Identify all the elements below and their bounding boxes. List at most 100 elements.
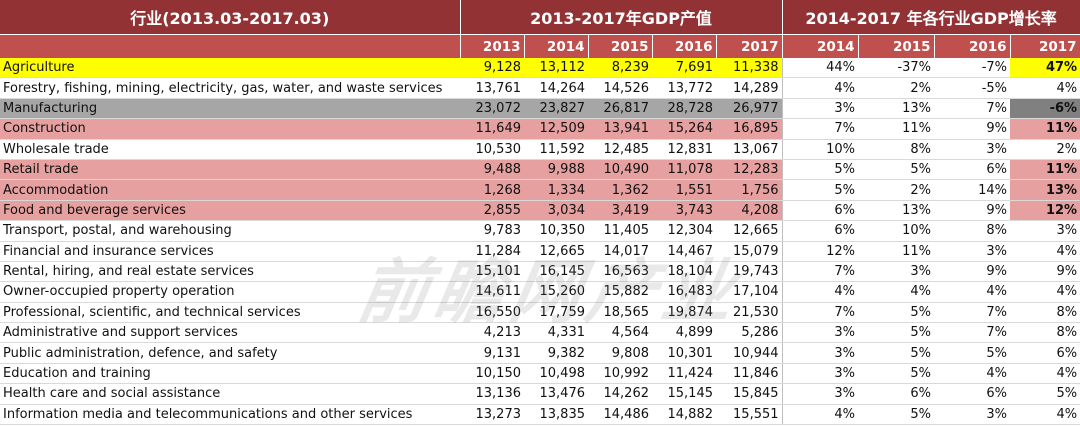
growth-rate-cell: 6% — [858, 383, 935, 405]
growth-rate-cell: 9% — [1010, 261, 1080, 283]
growth-rate-cell: 7% — [782, 118, 859, 140]
gdp-value-cell: 14,486 — [588, 404, 652, 426]
industry-name-cell: Manufacturing — [0, 98, 460, 120]
gdp-value-cell: 9,128 — [460, 58, 524, 79]
growth-rate-cell: 13% — [858, 98, 935, 120]
growth-rate-cell: 44% — [782, 58, 859, 79]
table-row: Manufacturing 23,072 23,827 26,817 28,728 26,… — [0, 98, 1080, 120]
gdp-value-cell: 12,304 — [652, 220, 716, 242]
gdp-value-cell: 10,530 — [460, 139, 524, 160]
gdp-value-cell: 23,827 — [524, 98, 588, 120]
growth-rate-cell: 11% — [858, 241, 935, 262]
table-row: Accommodation 1,268 1,334 1,362 1,551 1,756 5%… — [0, 179, 1080, 201]
growth-rate-cell: 11% — [1010, 159, 1080, 181]
growth-rate-cell: 8% — [858, 139, 935, 160]
gdp-value-cell: 11,846 — [716, 363, 783, 385]
gdp-value-cell: 1,756 — [716, 179, 783, 201]
table-row: Administrative and support services 4,213… — [0, 322, 1080, 344]
industry-name-cell: Health care and social assistance — [0, 383, 460, 405]
growth-rate-cell: 7% — [782, 302, 859, 324]
table-row: Construction 11,649 12,509 13,941 15,264 16,8… — [0, 118, 1080, 140]
gdp-value-cell: 10,498 — [524, 363, 588, 385]
gdp-value-cell: 3,743 — [652, 200, 716, 222]
growth-rate-cell: 14% — [934, 179, 1011, 201]
gdp-value-cell: 17,759 — [524, 302, 588, 324]
growth-rate-cell: 7% — [782, 261, 859, 283]
growth-rate-cell: 3% — [1010, 220, 1080, 242]
growth-rate-cell: 3% — [782, 342, 859, 364]
growth-rate-cell: 13% — [1010, 179, 1080, 201]
growth-rate-cell: 2% — [858, 77, 935, 99]
industry-name-cell: Transport, postal, and warehousing — [0, 220, 460, 242]
gdp-value-cell: 23,072 — [460, 98, 524, 120]
growth-rate-cell: 4% — [1010, 281, 1080, 303]
gdp-value-cell: 14,611 — [460, 281, 524, 303]
gdp-value-cell: 13,136 — [460, 383, 524, 405]
gdp-value-cell: 4,564 — [588, 322, 652, 344]
table-row: Wholesale trade 10,530 11,592 12,485 12,831 1… — [0, 139, 1080, 160]
gdp-value-cell: 4,213 — [460, 322, 524, 344]
gdp-value-cell: 18,565 — [588, 302, 652, 324]
growth-rate-cell: 4% — [1010, 363, 1080, 385]
growth-rate-cell: -7% — [934, 58, 1011, 79]
growth-rate-cell: 6% — [782, 220, 859, 242]
table-row: Forestry, fishing, mining, electricity, … — [0, 77, 1080, 99]
gdp-value-cell: 9,783 — [460, 220, 524, 242]
growth-rate-cell: 5% — [782, 159, 859, 181]
growth-rate-cell: 6% — [1010, 342, 1080, 364]
gdp-value-cell: 14,467 — [652, 241, 716, 262]
gdp-value-cell: 4,208 — [716, 200, 783, 222]
growth-rate-cell: 6% — [782, 200, 859, 222]
gdp-year-header: 2013 — [460, 34, 525, 58]
gdp-value-cell: 13,835 — [524, 404, 588, 426]
growth-rate-cell: 8% — [1010, 322, 1080, 344]
growth-rate-cell: 6% — [934, 159, 1011, 181]
table-row: Transport, postal, and warehousing 9,783 1… — [0, 220, 1080, 242]
growth-rate-cell: 3% — [858, 261, 935, 283]
gdp-value-cell: 9,488 — [460, 159, 524, 181]
growth-rate-cell: 7% — [934, 302, 1011, 324]
growth-rate-cell: 12% — [1010, 200, 1080, 222]
growth-rate-cell: 5% — [858, 302, 935, 324]
gdp-value-cell: 9,131 — [460, 342, 524, 364]
gdp-value-cell: 21,530 — [716, 302, 783, 324]
growth-rate-cell: 9% — [934, 118, 1011, 140]
gdp-value-cell: 11,424 — [652, 363, 716, 385]
growth-year-header: 2017 — [1010, 34, 1080, 58]
header-row-group: 行业(2013.03-2017.03) 2013-2017年GDP产值 2014… — [0, 0, 1080, 35]
gdp-value-cell: 12,509 — [524, 118, 588, 140]
industry-subheader-blank — [0, 34, 461, 58]
gdp-value-cell: 13,772 — [652, 77, 716, 99]
growth-rate-cell: 4% — [782, 404, 859, 426]
gdp-value-cell: 15,260 — [524, 281, 588, 303]
table-row: Agriculture 9,128 13,112 8,239 7,691 11,338 44… — [0, 58, 1080, 79]
industry-column-header: 行业(2013.03-2017.03) — [0, 0, 461, 35]
industry-name-cell: Information media and telecommunications… — [0, 404, 460, 426]
growth-rate-cell: 3% — [934, 139, 1011, 160]
gdp-year-header: 2015 — [588, 34, 653, 58]
growth-rate-cell: -6% — [1010, 98, 1080, 120]
industry-name-cell: Financial and insurance services — [0, 241, 460, 262]
growth-rate-cell: 5% — [782, 179, 859, 201]
growth-year-header: 2014 — [782, 34, 859, 58]
industry-name-cell: Construction — [0, 118, 460, 140]
industry-name-cell: Retail trade — [0, 159, 460, 181]
gdp-value-cell: 16,895 — [716, 118, 783, 140]
table-row: Public administration, defence, and safe… — [0, 342, 1080, 364]
gdp-value-cell: 10,992 — [588, 363, 652, 385]
industry-name-cell: Administrative and support services — [0, 322, 460, 344]
gdp-value-cell: 1,551 — [652, 179, 716, 201]
growth-rate-cell: 9% — [934, 261, 1011, 283]
industry-name-cell: Professional, scientific, and technical … — [0, 302, 460, 324]
growth-rate-cell: 4% — [934, 363, 1011, 385]
industry-name-cell: Wholesale trade — [0, 139, 460, 160]
table-body: Agriculture 9,128 13,112 8,239 7,691 11,338 44… — [0, 58, 1080, 426]
gdp-value-cell: 16,563 — [588, 261, 652, 283]
gdp-value-cell: 8,239 — [588, 58, 652, 79]
gdp-value-cell: 9,382 — [524, 342, 588, 364]
gdp-value-cell: 11,592 — [524, 139, 588, 160]
growth-rate-cell: 10% — [858, 220, 935, 242]
growth-rate-cell: 3% — [782, 363, 859, 385]
table-row: Financial and insurance services 11,284 12… — [0, 241, 1080, 262]
